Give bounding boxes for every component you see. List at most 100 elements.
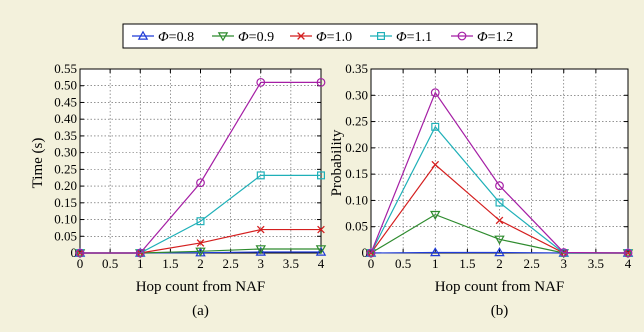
data-point-b-2-1 [431, 160, 440, 169]
data-point-a-3-2 [196, 217, 205, 226]
data-point-b-3-2 [495, 198, 504, 207]
grid-b [371, 69, 628, 253]
x-tick-label-a-8: 4 [318, 256, 325, 271]
data-point-b-1-2 [494, 235, 505, 245]
x-tick-label-a-7: 3.5 [283, 256, 299, 271]
legend-symbol-2: Φ [316, 30, 327, 45]
x-tick-label-a-0: 0 [77, 256, 84, 271]
y-tick-label-a-10: 0.50 [54, 78, 77, 93]
x-axis-label-b: Hop count from NAF [435, 279, 565, 295]
series-line-b-4 [370, 91, 629, 254]
y-tick-label-b-7: 0.35 [345, 61, 368, 76]
data-point-a-4-1 [135, 248, 145, 258]
legend-marker-2 [297, 32, 305, 40]
legend-value-3: =1.1 [407, 30, 432, 45]
data-point-b-2-2 [495, 216, 504, 225]
x-tick-label-a-5: 2.5 [223, 256, 239, 271]
legend-label-0: Φ=0.8 [158, 30, 194, 45]
x-tick-label-a-6: 3 [258, 256, 265, 271]
x-tick-label-b-3: 1.5 [459, 256, 475, 271]
y-axis-label-b: Probability [329, 129, 345, 196]
x-tick-label-b-0: 0 [368, 256, 375, 271]
y-tick-label-a-6: 0.30 [54, 145, 77, 160]
y-tick-label-a-11: 0.55 [54, 61, 77, 76]
panel-caption-a: (a) [192, 303, 209, 319]
data-point-b-4-1 [430, 88, 440, 98]
y-tick-label-a-2: 0.10 [54, 212, 77, 227]
x-tick-label-b-1: 0.5 [395, 256, 411, 271]
legend-label-4: Φ=1.2 [477, 30, 513, 45]
y-tick-label-a-1: 0.05 [54, 228, 77, 243]
x-tick-label-b-5: 2.5 [524, 256, 540, 271]
data-point-b-2-2-stroke-2 [495, 216, 504, 225]
legend-value-2: =1.0 [327, 30, 352, 45]
data-point-a-2-3-stroke-2 [256, 225, 265, 234]
y-tick-label-b-0: 0 [362, 245, 369, 260]
data-point-a-1-4 [315, 245, 327, 255]
data-point-b-4-0 [366, 248, 376, 258]
x-tick-label-a-2: 1 [137, 256, 144, 271]
data-point-b-0-2 [494, 247, 505, 257]
legend-value-1: =0.9 [249, 30, 274, 45]
legend-label-3: Φ=1.1 [396, 30, 432, 45]
data-point-a-2-4-stroke-2 [317, 225, 325, 234]
legend: Φ=0.8 Φ=0.9 Φ=1.0 Φ=1.1 Φ=1.2 [122, 23, 538, 49]
data-point-a-4-4 [316, 77, 326, 87]
x-tick-label-a-3: 1.5 [162, 256, 178, 271]
x-tick-label-b-8: 4 [625, 256, 632, 271]
legend-label-1: Φ=0.9 [238, 30, 274, 45]
y-tick-label-a-5: 0.25 [54, 161, 77, 176]
legend-entry-1: Φ=0.9 [212, 30, 274, 45]
legend-symbol-1: Φ [238, 30, 249, 45]
data-point-b-3-1 [431, 122, 440, 131]
legend-value-0: =0.8 [169, 30, 194, 45]
x-tick-label-b-7: 3.5 [588, 256, 604, 271]
data-point-a-3-4 [317, 171, 326, 180]
legend-marker-1 [217, 32, 229, 42]
x-tick-label-a-1: 0.5 [102, 256, 118, 271]
y-tick-label-a-7: 0.35 [54, 128, 77, 143]
y-tick-label-a-3: 0.15 [54, 195, 77, 210]
data-point-b-4-4 [623, 248, 633, 258]
data-point-a-4-3 [256, 77, 266, 87]
y-tick-label-a-8: 0.40 [54, 111, 77, 126]
x-tick-label-a-4: 2 [197, 256, 204, 271]
legend-entry-0: Φ=0.8 [132, 30, 194, 45]
data-point-a-4-2 [196, 178, 205, 188]
legend-marker-0 [137, 30, 149, 40]
data-point-a-3-3 [256, 171, 265, 180]
y-axis-label-a: Time (s) [30, 138, 46, 189]
data-point-a-2-3 [256, 225, 265, 234]
data-point-a-2-4 [317, 225, 325, 234]
y-tick-label-a-4: 0.20 [54, 178, 77, 193]
legend-symbol-3: Φ [396, 30, 407, 45]
data-point-a-2-2-stroke-2 [196, 239, 205, 247]
data-point-b-0-1 [430, 247, 441, 257]
data-point-a-1-3 [255, 245, 266, 255]
data-point-a-4-0 [75, 248, 85, 258]
data-point-a-2-2 [196, 239, 205, 247]
x-tick-label-b-4: 2 [496, 256, 503, 271]
y-tick-label-a-9: 0.45 [54, 94, 77, 109]
panel-caption-b: (b) [491, 303, 509, 319]
legend-marker-2-stroke-2 [297, 32, 305, 40]
y-tick-label-a-0: 0 [71, 245, 78, 260]
y-tick-label-b-4: 0.20 [345, 140, 368, 155]
data-point-a-0-3 [255, 246, 266, 256]
series-b-4 [366, 88, 633, 258]
legend-marker-4 [457, 31, 467, 41]
chart-panel-a: 0 0.5 1 1.5 2 2.5 3 3.5 400.050.100.150.200.250.… [30, 61, 327, 319]
x-tick-label-b-2: 1 [432, 256, 439, 271]
y-tick-label-b-3: 0.15 [345, 166, 368, 181]
data-point-b-4-2 [495, 181, 504, 191]
data-point-a-0-4 [315, 246, 327, 256]
x-tick-label-b-6: 3 [561, 256, 568, 271]
data-point-b-4-3 [559, 248, 569, 257]
y-tick-label-b-5: 0.25 [345, 114, 368, 129]
y-tick-label-b-1: 0.05 [345, 219, 368, 234]
chart-panel-b: 0 0.5 1 1.5 2 2.5 3 3.5 4 0 0.05 0.10 0.15 0.20 0.25 0.… [329, 61, 634, 319]
y-tick-label-b-2: 0.10 [345, 192, 368, 207]
series-a-4 [75, 77, 326, 258]
data-point-a-1-2 [195, 247, 206, 257]
